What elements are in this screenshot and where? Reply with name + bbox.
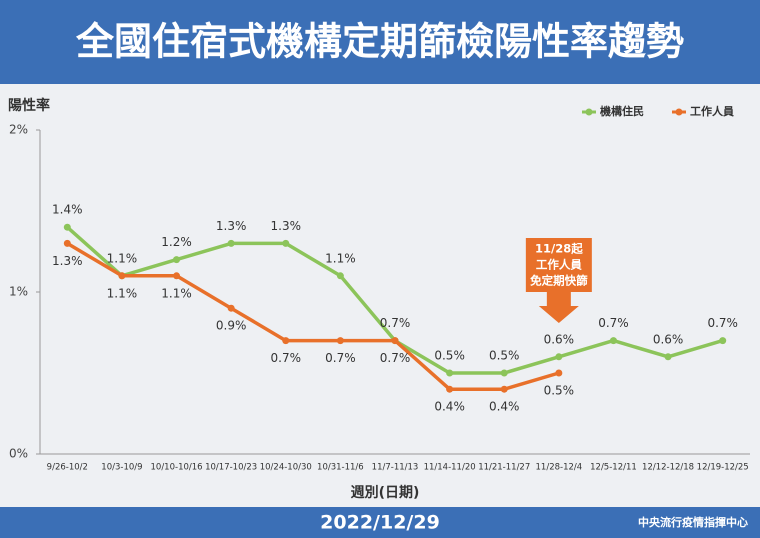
data-label: 0.6%	[544, 332, 575, 346]
data-label: 0.6%	[653, 332, 684, 346]
point	[500, 369, 508, 377]
point	[446, 369, 454, 377]
point	[227, 239, 235, 247]
x-axis-label: 週別(日期)	[351, 485, 420, 501]
point	[336, 337, 344, 345]
y-tick-label: 0%	[9, 447, 28, 461]
point	[609, 337, 617, 345]
annotation-box	[525, 238, 592, 292]
data-label: 0.5%	[489, 349, 520, 363]
point	[63, 239, 71, 247]
point	[391, 337, 399, 345]
annotation-text: 11/28起	[535, 242, 583, 256]
legend-marker	[675, 108, 683, 116]
chart-title: 全國住宿式機構定期篩檢陽性率趨勢	[75, 20, 684, 64]
footer-band	[0, 507, 760, 538]
data-label: 0.5%	[544, 384, 575, 398]
legend-marker	[585, 108, 593, 116]
point	[63, 223, 71, 231]
x-tick-label: 12/12-12/18	[642, 463, 694, 473]
x-tick-label: 10/17-10/23	[205, 463, 257, 473]
annotation-text: 免定期快篩	[530, 274, 588, 288]
data-label: 0.4%	[434, 400, 465, 414]
point	[282, 337, 290, 345]
point	[336, 272, 344, 280]
data-label: 1.2%	[161, 235, 192, 249]
series-line	[66, 241, 560, 391]
data-label: 0.7%	[598, 316, 629, 330]
x-tick-label: 10/31-11/6	[317, 463, 364, 473]
point	[282, 239, 290, 247]
data-label: 1.1%	[107, 286, 138, 300]
annotation-arrow	[538, 292, 579, 323]
point	[173, 256, 181, 264]
source: 中央流行疫情指揮中心	[638, 515, 748, 529]
point	[555, 353, 563, 361]
point	[446, 385, 454, 393]
data-label: 0.5%	[434, 349, 465, 363]
data-label: 0.7%	[271, 351, 302, 365]
legend-label: 工作人員	[690, 104, 734, 118]
x-tick-label: 11/14-11/20	[424, 463, 476, 473]
x-tick-label: 10/10-10/16	[151, 463, 203, 473]
header-band	[0, 0, 760, 84]
data-label: 1.3%	[52, 254, 83, 268]
point	[173, 272, 181, 280]
x-tick-label: 11/21-11/27	[478, 463, 530, 473]
point	[500, 385, 508, 393]
data-label: 1.1%	[325, 251, 356, 265]
x-tick-label: 11/7-11/13	[372, 463, 419, 473]
y-axis-label: 陽性率	[8, 97, 50, 114]
footer-date: 2022/12/29	[320, 512, 440, 534]
data-label: 0.4%	[489, 400, 520, 414]
x-tick-label: 10/24-10/30	[260, 463, 312, 473]
data-label: 1.3%	[271, 219, 302, 233]
point	[118, 272, 126, 280]
data-label: 1.4%	[52, 203, 83, 217]
x-tick-label: 10/3-10/9	[101, 463, 142, 473]
x-tick-label: 11/28-12/4	[536, 463, 583, 473]
legend-label: 機構住民	[600, 104, 644, 118]
x-tick-label: 12/5-12/11	[590, 463, 637, 473]
y-tick-label: 2%	[9, 123, 28, 137]
data-label: 1.3%	[216, 219, 247, 233]
data-label: 1.1%	[107, 251, 138, 265]
data-label: 0.7%	[325, 351, 356, 365]
annotation-text: 工作人員	[536, 258, 582, 272]
point	[227, 304, 235, 312]
data-label: 0.9%	[216, 319, 247, 333]
data-label: 0.7%	[380, 351, 411, 365]
data-label: 1.1%	[161, 286, 192, 300]
data-label: 0.7%	[707, 316, 738, 330]
x-tick-label: 12/19-12/25	[697, 463, 749, 473]
point	[664, 353, 672, 361]
point	[555, 369, 563, 377]
x-tick-label: 9/26-10/2	[47, 463, 88, 473]
data-label: 0.7%	[380, 316, 411, 330]
point	[719, 337, 727, 345]
y-tick-label: 1%	[9, 285, 28, 299]
